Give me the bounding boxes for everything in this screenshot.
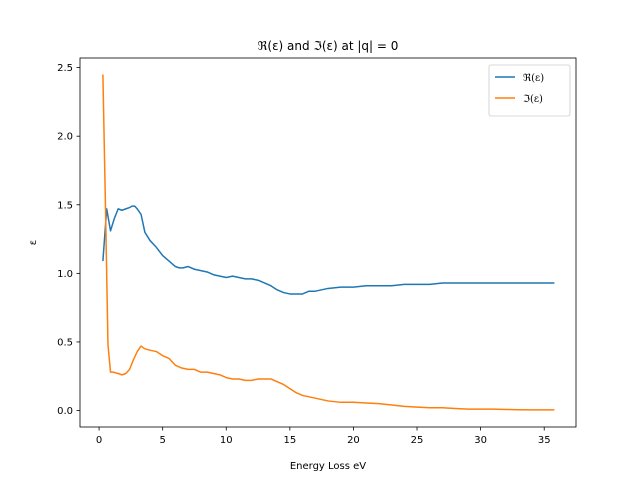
x-tick-label: 15 [283, 435, 296, 446]
x-tick-label: 20 [347, 435, 360, 446]
x-tick-label: 5 [159, 435, 165, 446]
x-axis-label: Energy Loss eV [290, 461, 366, 472]
series-line-1 [102, 74, 555, 411]
x-tick-label: 0 [96, 435, 102, 446]
y-tick-label: 2.0 [57, 132, 73, 143]
x-axis: 0 5 10 15 20 25 30 35 [96, 427, 551, 446]
x-tick-label: 10 [220, 435, 233, 446]
axes-frame [79, 57, 577, 428]
y-axis: 0.0 0.5 1.0 1.5 2.0 2.5 [57, 63, 80, 417]
y-axis-label: ε [28, 240, 39, 245]
legend-label: ℜ(ε) [523, 73, 544, 84]
x-tick-label: 30 [474, 435, 487, 446]
x-tick-label: 35 [538, 435, 551, 446]
y-tick-label: 0.5 [57, 337, 73, 348]
y-tick-label: 1.5 [57, 200, 73, 211]
series-layer [102, 74, 555, 411]
legend: ℜ(ε) ℑ(ε) [488, 64, 571, 117]
y-tick-label: 2.5 [57, 63, 73, 74]
y-tick-label: 0.0 [57, 406, 73, 417]
legend-label: ℑ(ε) [523, 94, 543, 105]
y-tick-label: 1.0 [57, 269, 73, 280]
series-line-0 [102, 205, 555, 295]
x-tick-label: 25 [411, 435, 424, 446]
chart-title: ℜ(ε) and ℑ(ε) at |q| = 0 [258, 39, 399, 53]
